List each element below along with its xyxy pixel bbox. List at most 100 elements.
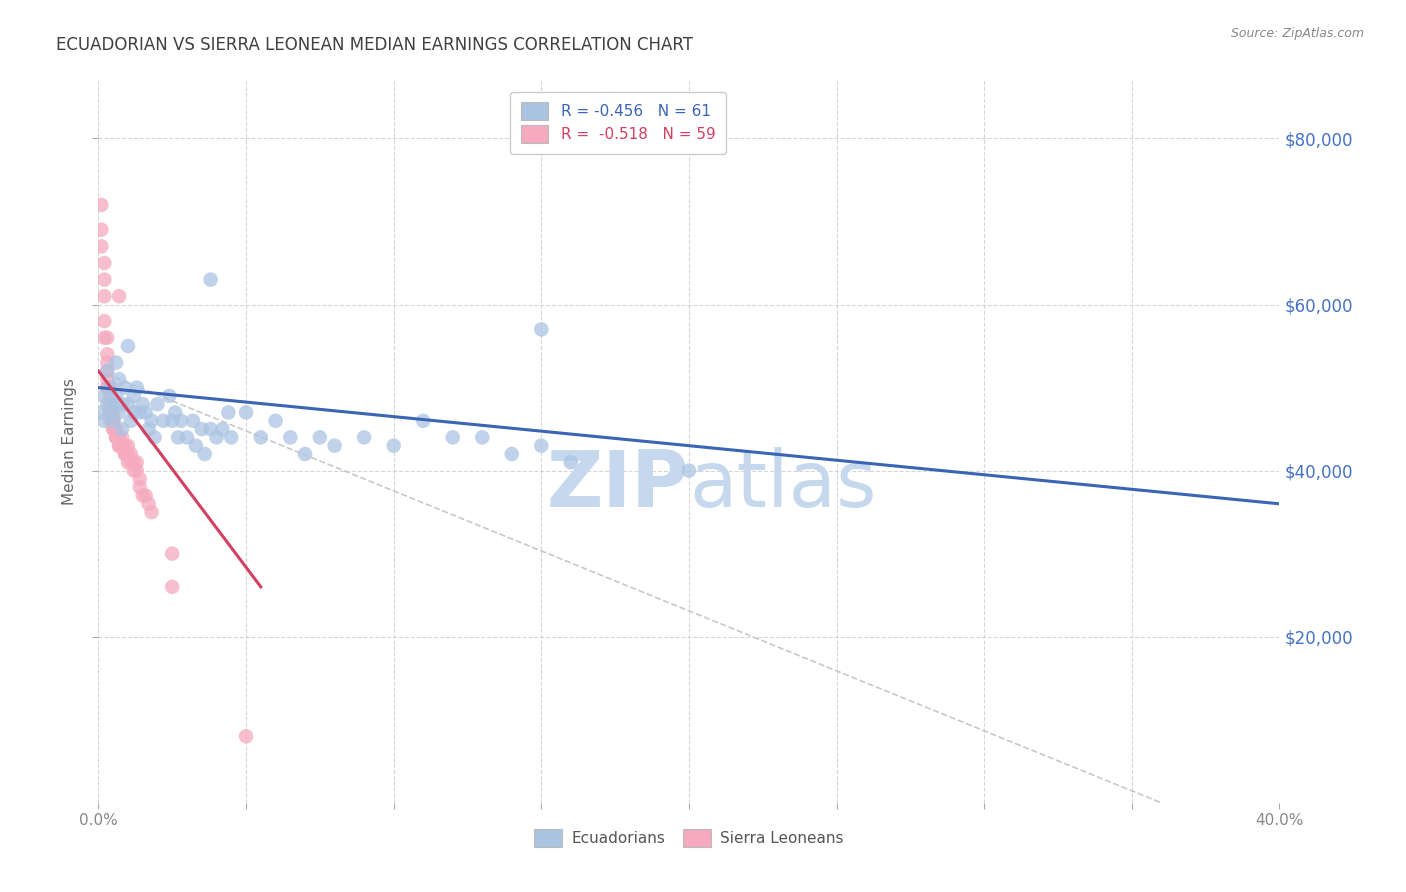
Point bbox=[191, 422, 214, 436]
Point bbox=[162, 414, 183, 428]
Point bbox=[125, 380, 148, 394]
Point bbox=[250, 430, 273, 444]
Point bbox=[132, 489, 155, 503]
Point bbox=[309, 430, 332, 444]
Point bbox=[194, 447, 217, 461]
Point bbox=[108, 289, 131, 303]
Point bbox=[96, 364, 118, 378]
Point bbox=[128, 472, 150, 486]
Point bbox=[221, 430, 243, 444]
Point bbox=[105, 430, 128, 444]
Point bbox=[103, 422, 125, 436]
Point bbox=[90, 223, 112, 237]
Point bbox=[111, 397, 134, 411]
Point bbox=[108, 439, 131, 453]
Point bbox=[103, 422, 125, 436]
Point bbox=[120, 455, 142, 469]
Point bbox=[264, 414, 287, 428]
Text: atlas: atlas bbox=[689, 447, 876, 523]
Point bbox=[96, 356, 118, 370]
Point bbox=[128, 480, 150, 494]
Point bbox=[111, 422, 134, 436]
Y-axis label: Median Earnings: Median Earnings bbox=[62, 378, 77, 505]
Point bbox=[105, 356, 128, 370]
Point bbox=[98, 380, 121, 394]
Point bbox=[117, 339, 139, 353]
Point bbox=[103, 397, 125, 411]
Point bbox=[96, 380, 118, 394]
Point bbox=[105, 430, 128, 444]
Point bbox=[117, 447, 139, 461]
Point bbox=[108, 372, 131, 386]
Point bbox=[167, 430, 190, 444]
Point bbox=[165, 405, 187, 419]
Point bbox=[141, 414, 163, 428]
Point bbox=[105, 422, 128, 436]
Point bbox=[98, 397, 121, 411]
Point bbox=[117, 455, 139, 469]
Point bbox=[323, 439, 346, 453]
Point bbox=[530, 322, 553, 336]
Point bbox=[141, 505, 163, 519]
Point bbox=[135, 489, 157, 503]
Point bbox=[143, 430, 166, 444]
Point bbox=[530, 439, 553, 453]
Point bbox=[96, 380, 118, 394]
Point bbox=[471, 430, 494, 444]
Point bbox=[560, 455, 582, 469]
Point bbox=[184, 439, 207, 453]
Point bbox=[138, 422, 160, 436]
Point bbox=[117, 397, 139, 411]
Point bbox=[162, 580, 183, 594]
Point bbox=[93, 414, 115, 428]
Point bbox=[235, 730, 257, 744]
Point bbox=[111, 439, 134, 453]
Point bbox=[103, 405, 125, 419]
Point bbox=[90, 239, 112, 253]
Point bbox=[170, 414, 193, 428]
Legend: Ecuadorians, Sierra Leoneans: Ecuadorians, Sierra Leoneans bbox=[529, 823, 849, 853]
Point bbox=[122, 464, 145, 478]
Point bbox=[103, 414, 125, 428]
Point bbox=[125, 464, 148, 478]
Point bbox=[111, 430, 134, 444]
Point bbox=[103, 414, 125, 428]
Point bbox=[114, 380, 136, 394]
Point bbox=[103, 414, 125, 428]
Point bbox=[501, 447, 523, 461]
Point bbox=[93, 331, 115, 345]
Point bbox=[146, 397, 169, 411]
Point bbox=[96, 372, 118, 386]
Point bbox=[105, 389, 128, 403]
Point bbox=[135, 405, 157, 419]
Point bbox=[114, 447, 136, 461]
Point bbox=[98, 380, 121, 394]
Point bbox=[200, 272, 222, 286]
Point bbox=[122, 405, 145, 419]
Point bbox=[98, 414, 121, 428]
Point bbox=[98, 405, 121, 419]
Point bbox=[93, 389, 115, 403]
Point bbox=[117, 439, 139, 453]
Point bbox=[235, 405, 257, 419]
Text: ECUADORIAN VS SIERRA LEONEAN MEDIAN EARNINGS CORRELATION CHART: ECUADORIAN VS SIERRA LEONEAN MEDIAN EARN… bbox=[56, 36, 693, 54]
Point bbox=[441, 430, 464, 444]
Point bbox=[181, 414, 204, 428]
Point bbox=[120, 447, 142, 461]
Point bbox=[111, 439, 134, 453]
Point bbox=[125, 455, 148, 469]
Point bbox=[108, 430, 131, 444]
Point bbox=[353, 430, 375, 444]
Point bbox=[122, 389, 145, 403]
Point bbox=[96, 347, 118, 361]
Point bbox=[128, 405, 150, 419]
Point bbox=[90, 198, 112, 212]
Point bbox=[93, 314, 115, 328]
Point bbox=[412, 414, 434, 428]
Point bbox=[96, 364, 118, 378]
Point bbox=[96, 397, 118, 411]
Point bbox=[98, 405, 121, 419]
Point bbox=[108, 439, 131, 453]
Point bbox=[211, 422, 233, 436]
Point bbox=[93, 256, 115, 270]
